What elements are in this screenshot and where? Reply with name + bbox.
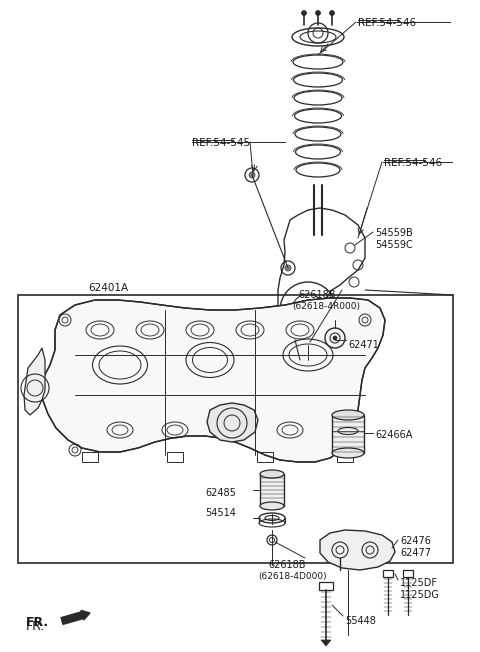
Bar xyxy=(260,474,284,506)
Bar xyxy=(82,452,98,462)
Text: 62477: 62477 xyxy=(400,548,431,558)
Text: REF.54-546: REF.54-546 xyxy=(358,18,416,28)
Circle shape xyxy=(329,10,335,16)
Ellipse shape xyxy=(332,448,364,458)
Text: 62466A: 62466A xyxy=(375,430,412,440)
Text: REF.54-546: REF.54-546 xyxy=(384,158,442,168)
Text: FR.: FR. xyxy=(26,620,46,633)
Polygon shape xyxy=(320,530,395,570)
FancyArrow shape xyxy=(61,610,90,625)
Bar xyxy=(337,452,353,462)
Text: 62618B: 62618B xyxy=(268,560,305,570)
Polygon shape xyxy=(207,403,258,442)
Text: 54559B: 54559B xyxy=(375,228,413,238)
Circle shape xyxy=(333,336,337,340)
Circle shape xyxy=(301,10,307,16)
Text: 62401A: 62401A xyxy=(88,283,128,293)
Text: 54559C: 54559C xyxy=(375,240,413,250)
Polygon shape xyxy=(24,348,45,415)
Text: 62618B: 62618B xyxy=(298,290,336,300)
Bar xyxy=(257,452,273,462)
Text: FR.: FR. xyxy=(26,616,49,629)
Bar xyxy=(332,415,364,453)
Polygon shape xyxy=(42,298,385,462)
Bar xyxy=(403,570,413,577)
Polygon shape xyxy=(321,640,331,646)
Text: (62618-4D000): (62618-4D000) xyxy=(258,572,326,581)
Ellipse shape xyxy=(260,470,284,478)
Circle shape xyxy=(301,303,315,317)
Text: 62485: 62485 xyxy=(205,488,236,498)
Circle shape xyxy=(285,265,291,271)
Bar xyxy=(167,452,183,462)
Text: REF.54-545: REF.54-545 xyxy=(192,138,250,148)
Ellipse shape xyxy=(332,410,364,420)
Bar xyxy=(383,570,393,577)
Bar xyxy=(18,295,453,563)
Bar xyxy=(319,582,333,590)
Circle shape xyxy=(315,10,321,16)
Text: 62476: 62476 xyxy=(400,536,431,546)
Text: 54514: 54514 xyxy=(205,508,236,518)
Text: 55448: 55448 xyxy=(345,616,376,626)
Text: (62618-4R000): (62618-4R000) xyxy=(292,302,360,311)
Text: 1125DF: 1125DF xyxy=(400,578,438,588)
Circle shape xyxy=(249,172,255,178)
Text: 62471: 62471 xyxy=(348,340,379,350)
Ellipse shape xyxy=(260,502,284,510)
Text: 1125DG: 1125DG xyxy=(400,590,440,600)
